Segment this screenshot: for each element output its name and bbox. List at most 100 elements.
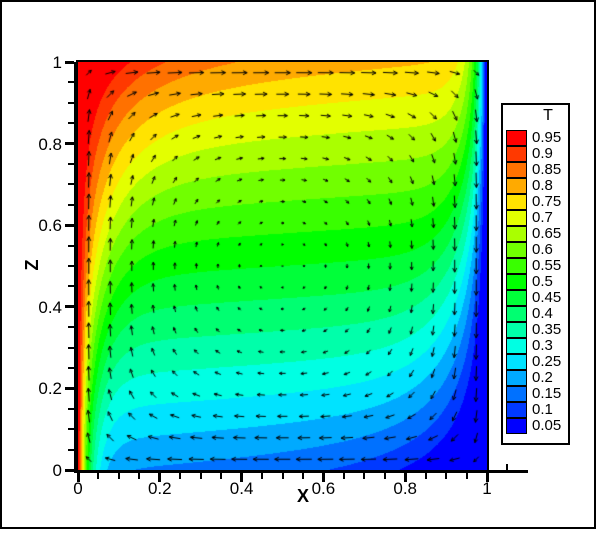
legend-swatch bbox=[506, 194, 527, 210]
x-minor-tick bbox=[138, 473, 141, 479]
z-tick-label: 1 bbox=[52, 53, 62, 72]
x-minor-tick bbox=[261, 473, 264, 479]
legend-entry-label: 0.95 bbox=[532, 129, 562, 146]
z-minor-tick bbox=[68, 367, 74, 369]
z-tick-label: 0 bbox=[52, 461, 62, 480]
x-minor-tick bbox=[281, 473, 284, 479]
z-minor-tick bbox=[68, 346, 74, 349]
z-major-tick bbox=[65, 305, 74, 309]
x-axis-line bbox=[74, 470, 528, 473]
legend-entry-label: 0.65 bbox=[532, 225, 562, 242]
legend-swatch bbox=[506, 338, 527, 354]
legend-title: T bbox=[543, 107, 553, 124]
legend-swatch bbox=[506, 130, 527, 146]
legend-swatch bbox=[506, 402, 527, 418]
z-minor-tick bbox=[68, 407, 74, 410]
z-major-tick bbox=[65, 142, 74, 146]
z-minor-tick bbox=[68, 265, 74, 267]
legend-entry-label: 0.2 bbox=[532, 369, 553, 386]
z-major-tick bbox=[65, 386, 74, 390]
z-major-tick bbox=[65, 468, 74, 472]
legend-entry-label: 0.8 bbox=[532, 177, 553, 194]
z-minor-tick bbox=[68, 163, 74, 165]
temperature-contour-vector-canvas bbox=[78, 62, 487, 470]
z-minor-tick bbox=[68, 428, 74, 431]
legend-entry-label: 0.45 bbox=[532, 289, 562, 306]
z-minor-tick bbox=[68, 285, 74, 288]
z-tick-label: 0.4 bbox=[38, 297, 62, 317]
x-major-tick bbox=[321, 473, 325, 482]
legend-swatch bbox=[506, 162, 527, 178]
legend-entry-label: 0.1 bbox=[532, 401, 553, 418]
x-tick-label: 0 bbox=[73, 479, 83, 498]
legend-entry-label: 0.15 bbox=[532, 385, 562, 402]
legend-swatch bbox=[506, 386, 527, 402]
plot-frame bbox=[76, 60, 489, 472]
z-axis-title: Z bbox=[22, 259, 42, 271]
legend-swatch bbox=[506, 290, 527, 306]
z-minor-tick bbox=[68, 122, 74, 125]
x-minor-tick bbox=[424, 473, 427, 479]
x-minor-tick bbox=[445, 473, 448, 479]
z-minor-tick bbox=[68, 203, 74, 206]
z-tick-label: 0.6 bbox=[38, 216, 62, 236]
x-tick-label: 0.2 bbox=[147, 479, 172, 498]
legend-swatch bbox=[506, 354, 527, 370]
legend-entry-label: 0.7 bbox=[532, 209, 553, 226]
legend-swatch bbox=[506, 178, 527, 194]
z-tick-label: 0.8 bbox=[38, 134, 62, 154]
x-tick-label: 1 bbox=[482, 479, 492, 498]
x-minor-tick bbox=[220, 473, 223, 479]
x-minor-tick bbox=[97, 473, 100, 479]
x-minor-tick bbox=[199, 473, 202, 479]
legend-swatch bbox=[506, 146, 527, 162]
legend-entry-label: 0.75 bbox=[532, 193, 562, 210]
x-minor-tick bbox=[465, 473, 468, 479]
z-minor-tick bbox=[68, 101, 74, 104]
x-axis-title: X bbox=[296, 486, 309, 506]
legend-entry-label: 0.35 bbox=[532, 321, 562, 338]
x-minor-tick bbox=[301, 473, 304, 479]
x-minor-tick bbox=[179, 473, 182, 479]
z-major-tick bbox=[65, 223, 74, 227]
z-minor-tick bbox=[68, 81, 74, 84]
z-major-tick bbox=[65, 60, 74, 64]
legend-entry-label: 0.3 bbox=[532, 337, 553, 354]
z-axis-line bbox=[74, 62, 78, 470]
legend-entry-label: 0.85 bbox=[532, 161, 562, 178]
legend-entry-label: 0.55 bbox=[532, 257, 562, 274]
legend-entry-label: 0.9 bbox=[532, 145, 553, 162]
x-minor-tick bbox=[383, 473, 386, 479]
legend-entry-label: 0.6 bbox=[532, 241, 553, 258]
legend-entry-label: 0.5 bbox=[532, 273, 553, 290]
z-minor-tick bbox=[68, 326, 74, 329]
z-minor-tick bbox=[68, 448, 74, 451]
legend-swatch bbox=[506, 242, 527, 258]
x-major-tick bbox=[485, 473, 489, 482]
legend-swatch bbox=[506, 306, 527, 322]
x-tick-label: 0.6 bbox=[311, 479, 336, 498]
x-major-tick bbox=[403, 473, 407, 482]
legend-swatch bbox=[506, 322, 527, 338]
legend-swatch bbox=[506, 370, 527, 386]
x-major-tick bbox=[76, 473, 80, 482]
x-minor-tick bbox=[117, 473, 120, 479]
x-minor-tick bbox=[506, 464, 509, 470]
z-tick-label: 0.2 bbox=[38, 379, 62, 399]
x-tick-label: 0.8 bbox=[393, 479, 417, 498]
legend-swatch bbox=[506, 210, 527, 226]
z-minor-tick bbox=[68, 183, 74, 186]
legend-entry-label: 0.05 bbox=[532, 417, 562, 434]
x-tick-label: 0.4 bbox=[229, 479, 254, 498]
x-minor-tick bbox=[342, 473, 345, 479]
legend-entry-label: 0.25 bbox=[532, 353, 562, 370]
legend-swatch bbox=[506, 274, 527, 290]
x-major-tick bbox=[240, 473, 244, 482]
z-minor-tick bbox=[68, 244, 74, 247]
legend-entry-label: 0.4 bbox=[532, 305, 553, 322]
legend-swatch bbox=[506, 258, 527, 274]
x-major-tick bbox=[158, 473, 162, 482]
legend-swatch bbox=[506, 226, 527, 242]
